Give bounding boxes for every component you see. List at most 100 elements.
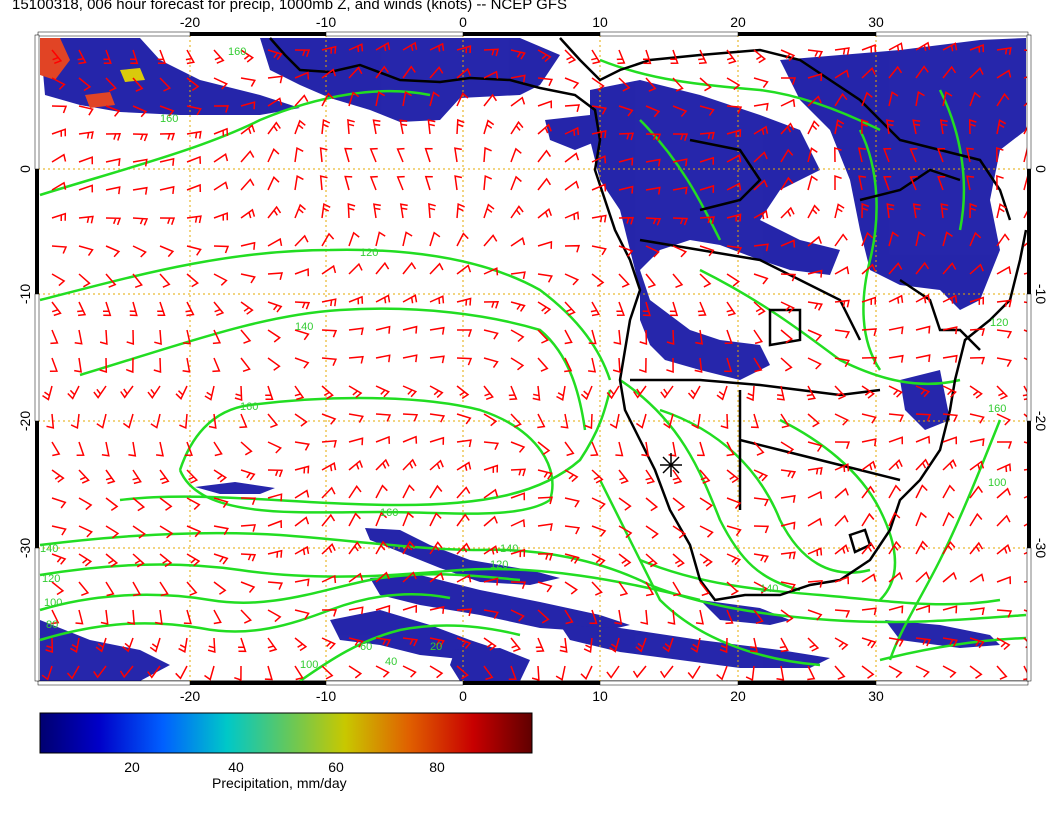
wind-barb [51,181,67,191]
wind-barb [886,203,895,219]
lon-tick-label: -20 [180,688,200,704]
wind-barb [942,605,958,614]
wind-barb [726,154,742,163]
wind-barb [483,357,499,369]
wind-barb [753,179,768,191]
wind-barb [102,301,112,317]
wind-barb [213,581,227,595]
wind-barb [159,105,175,117]
wind-barb [375,385,390,398]
wind-barb [78,581,90,597]
wind-barb [240,524,256,532]
wind-barb [645,553,658,568]
wind-barb [915,604,931,613]
wind-barb [483,93,498,107]
wind-barb [807,665,816,681]
wind-barb [159,469,170,485]
wind-barb [861,328,877,336]
wind-barb [348,637,364,648]
wind-barb [861,512,875,527]
wind-barb [75,609,84,625]
wind-barb [375,325,391,334]
wind-barb [483,577,499,586]
wind-barb [294,637,308,652]
wind-barb [834,609,851,618]
wind-barb [429,42,445,52]
wind-barb [591,183,607,192]
wind-barb [590,301,601,317]
wind-barb [537,177,552,191]
wind-barb [716,665,728,681]
wind-barb [483,609,499,619]
wind-barb [42,385,53,401]
wind-barb [888,326,904,335]
wind-barb [618,273,630,288]
wind-barb [699,469,711,484]
wind-barb [78,273,91,288]
wind-barb [294,203,306,219]
wind-barb [375,435,391,444]
wind-barb [348,355,364,364]
wind-barb [184,441,193,457]
wind-barb [267,637,278,653]
wind-barb [396,175,405,191]
wind-barb [483,545,499,555]
wind-barb [996,576,1012,585]
wind-barb [746,385,755,402]
wind-barb [915,458,930,471]
wind-barb [510,637,522,653]
wind-barb [780,329,794,344]
wind-barb [909,175,918,191]
lon-tick-label: -20 [180,14,200,30]
wind-barb [321,264,337,275]
wind-barb [618,245,634,257]
wind-barb [699,184,715,193]
wind-barb [726,553,742,566]
wind-barb [105,553,119,568]
wind-barb [807,547,823,557]
wind-barb [645,77,657,92]
wind-barb [642,49,652,65]
wind-barb [321,385,334,400]
wind-barb [726,469,740,484]
wind-barb [456,637,472,649]
wind-barb [45,637,54,654]
wind-barb [132,469,142,485]
wind-barb [1023,665,1028,681]
wind-barb [780,49,796,62]
wind-barb [483,488,499,499]
wind-barb [204,665,215,681]
wind-barb [888,262,903,275]
lon-tick-label: -10 [316,688,336,704]
contour-label: 100 [988,477,1006,489]
wind-barb [591,273,605,288]
lon-tick-label: 30 [868,688,884,704]
wind-barb [969,607,985,616]
lat-tick-label: -10 [1033,284,1049,304]
colorbar-tick-label: 80 [429,759,445,775]
wind-barb [672,245,688,258]
wind-barb [294,465,310,474]
wind-barb [402,91,412,107]
wind-barb [294,489,310,499]
wind-barb [213,105,230,113]
wind-barb [234,385,243,402]
wind-barb [122,413,134,429]
wind-barb [159,132,176,141]
lon-tick-label: 10 [592,688,608,704]
contour-label: 80 [46,619,58,631]
wind-barb [186,245,202,256]
wind-barb [618,185,634,194]
wind-barb [510,357,525,371]
wind-barb [294,545,310,556]
wind-barb [510,301,526,312]
wind-barb [618,77,631,92]
wind-barb [51,245,68,254]
wind-barb [807,637,820,652]
wind-barb [915,665,930,678]
wind-barb [186,469,199,484]
wind-barb [861,413,877,424]
wind-barb [996,357,1012,367]
wind-barb [483,637,497,651]
wind-barb [402,294,418,304]
